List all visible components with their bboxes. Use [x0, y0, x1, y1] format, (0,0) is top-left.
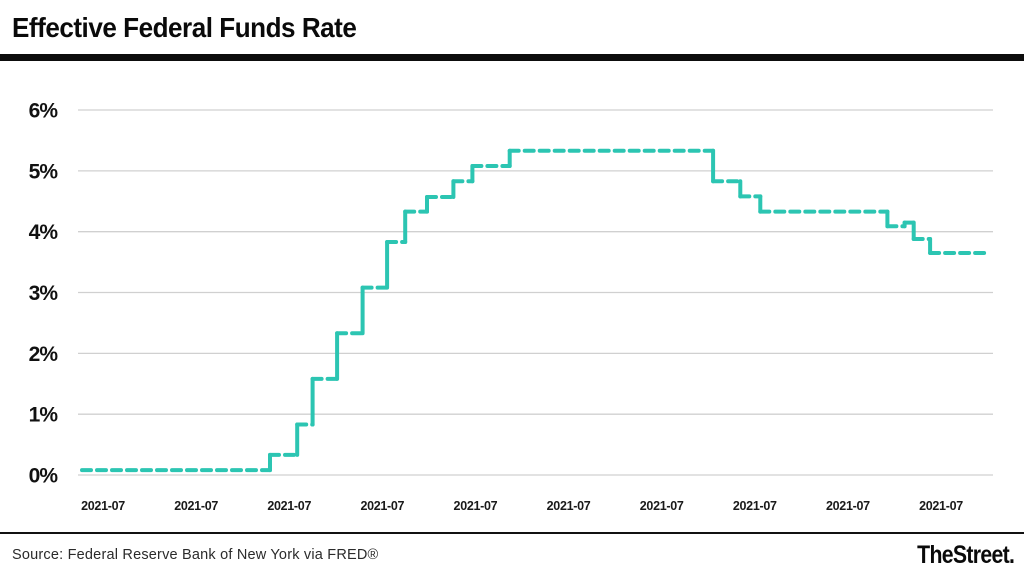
- footer-divider: [0, 532, 1024, 534]
- source-attribution: Source: Federal Reserve Bank of New York…: [12, 547, 379, 563]
- y-tick-label: 1%: [29, 404, 59, 427]
- effr-step-chart: 0% 1% 2% 3% 4% 5% 6% 2021-07 2021-07 2021-07 2021-…: [29, 100, 993, 513]
- x-tick-label: 2021-07: [547, 499, 591, 513]
- x-tick-label: 2021-07: [267, 499, 311, 513]
- title-divider: [0, 54, 1024, 61]
- y-tick-label: 2%: [29, 343, 59, 366]
- rate-line: [80, 148, 992, 473]
- x-tick-label: 2021-07: [826, 499, 870, 513]
- thestreet-logo: TheStreet.: [916, 541, 1015, 569]
- x-tick-label: 2021-07: [640, 499, 684, 513]
- y-tick-label: 0%: [29, 465, 59, 488]
- x-tick-label: 2021-07: [454, 499, 498, 513]
- x-tick-label: 2021-07: [81, 499, 125, 513]
- y-tick-label: 4%: [29, 221, 59, 244]
- x-tick-label: 2021-07: [360, 499, 404, 513]
- y-tick-label: 6%: [29, 100, 59, 123]
- x-tick-label: 2021-07: [733, 499, 777, 513]
- rate-line-risers: [268, 148, 933, 473]
- y-tick-label: 3%: [29, 282, 59, 305]
- y-tick-label: 5%: [29, 160, 59, 183]
- chart-title: Effective Federal Funds Rate: [12, 12, 357, 43]
- x-tick-label: 2021-07: [919, 499, 963, 513]
- x-tick-label: 2021-07: [174, 499, 218, 513]
